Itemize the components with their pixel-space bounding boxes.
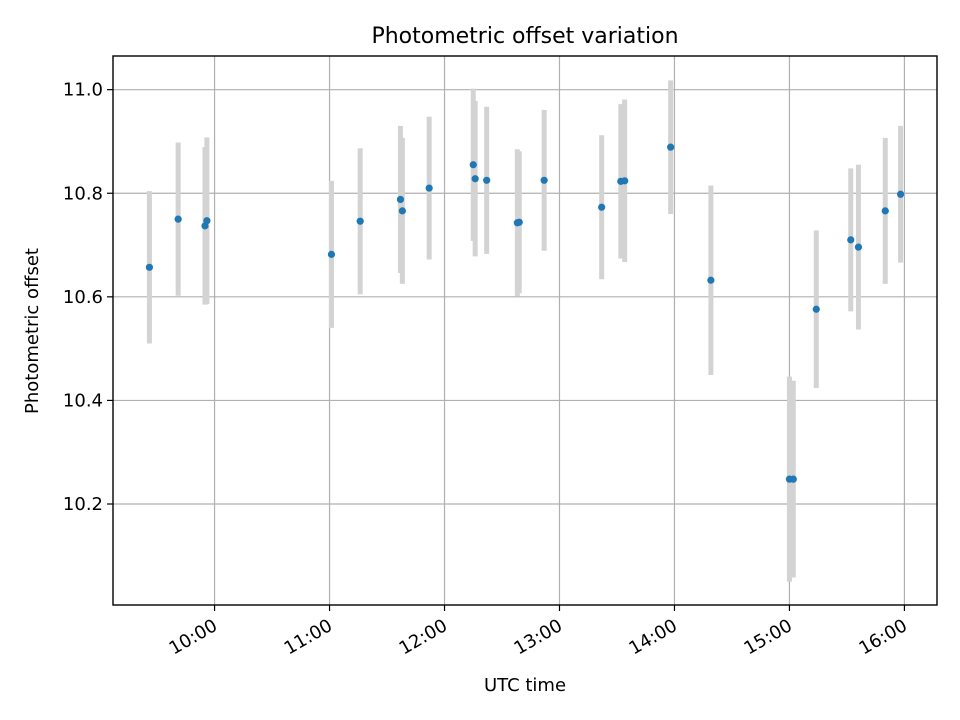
error-bar-layer <box>146 80 904 582</box>
data-point <box>203 217 211 225</box>
x-axis-label: UTC time <box>484 675 566 696</box>
x-tick-label: 15:00 <box>741 615 796 659</box>
data-point <box>881 207 889 215</box>
data-point <box>896 190 905 198</box>
x-tick-label: 10:00 <box>166 615 221 659</box>
data-point <box>812 305 820 313</box>
data-point <box>471 175 479 183</box>
data-point <box>707 276 715 284</box>
data-point <box>145 263 154 271</box>
data-point <box>398 207 406 215</box>
x-tick-label: 12:00 <box>396 615 451 659</box>
x-tick-label: 11:00 <box>281 615 336 659</box>
data-point <box>425 184 433 192</box>
data-point <box>854 243 863 251</box>
data-point <box>483 176 491 184</box>
chart-title: Photometric offset variation <box>371 24 678 49</box>
plot-frame <box>112 55 938 606</box>
x-tick-label: 13:00 <box>511 615 566 659</box>
data-point <box>327 250 336 258</box>
data-point <box>174 215 182 223</box>
y-tick-label: 11.0 <box>63 80 103 101</box>
y-tick-label: 10.2 <box>63 494 103 515</box>
x-tick-label: 14:00 <box>626 615 681 659</box>
data-point <box>515 218 523 226</box>
data-point <box>847 236 855 244</box>
y-tick-label: 10.8 <box>63 183 103 204</box>
x-tick-label: 16:00 <box>855 615 910 659</box>
data-point <box>356 217 364 225</box>
grid-layer <box>113 56 937 605</box>
x-tick-layer: 10:00 11:00 12:00 13:00 14:00 15:00 16:00 <box>166 605 911 659</box>
data-point <box>621 177 629 185</box>
y-tick-layer: 10.2 10.4 10.6 10.8 11.0 <box>63 80 113 515</box>
y-tick-label: 10.6 <box>63 287 103 308</box>
y-axis-label: Photometric offset <box>22 248 43 414</box>
y-tick-label: 10.4 <box>63 390 103 411</box>
data-point <box>396 195 405 204</box>
data-point <box>667 143 675 151</box>
data-point <box>789 475 797 483</box>
data-point <box>598 203 606 211</box>
data-point <box>540 176 548 184</box>
point-layer <box>145 143 905 483</box>
data-point <box>469 161 477 169</box>
